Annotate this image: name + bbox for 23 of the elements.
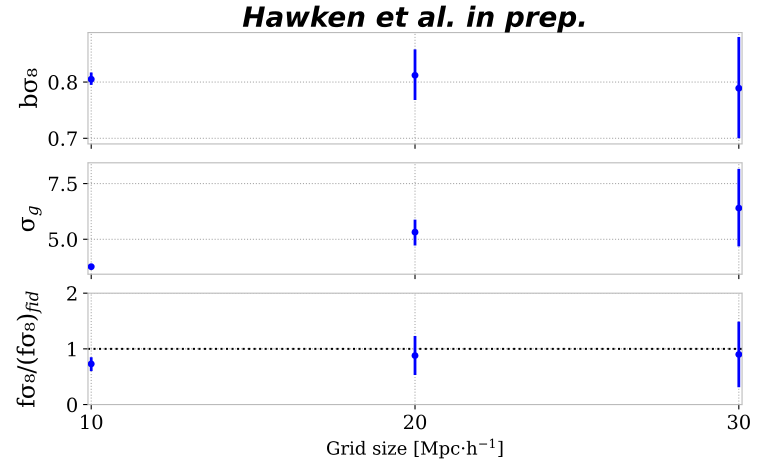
y-axis-title: σ$_{g}$ xyxy=(22,206,42,232)
y-axis-title: fσ₈/(fσ₈)$_{fid}$ xyxy=(16,291,42,408)
y-tick-label: 1 xyxy=(68,342,76,356)
y-tick-label: 5.0 xyxy=(48,232,77,247)
point xyxy=(88,360,95,368)
y-tick-label: 2 xyxy=(67,286,76,301)
point xyxy=(735,350,742,358)
y-tick-label: 0.7 xyxy=(48,131,77,146)
y-tick-label: 7.5 xyxy=(48,176,77,192)
point xyxy=(412,72,418,79)
point xyxy=(412,228,418,236)
y-tick-label: 0 xyxy=(67,398,77,412)
x-tick-label: 10 xyxy=(81,414,102,430)
point xyxy=(88,76,95,83)
point xyxy=(412,352,418,360)
point xyxy=(735,204,742,212)
x-axis-title: Grid size [Mpc·h$^{−1}$] xyxy=(327,438,502,458)
point xyxy=(735,84,742,92)
y-axis-title: bσ₈ xyxy=(18,68,38,108)
x-tick-label: 20 xyxy=(404,414,426,430)
x-tick-label: 30 xyxy=(728,414,750,430)
chart-title: Hawken et al. in prep. xyxy=(242,6,584,33)
y-tick-label: 0.8 xyxy=(48,75,77,90)
